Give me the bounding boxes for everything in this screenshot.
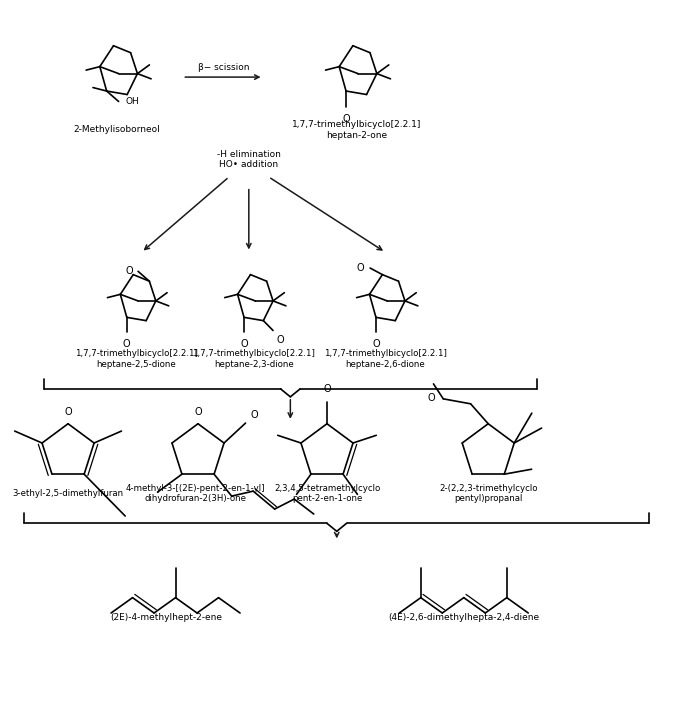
Text: 2,3,4,5-tetramethylcyclo
pent-2-en-1-one: 2,3,4,5-tetramethylcyclo pent-2-en-1-one xyxy=(274,484,380,503)
Text: β− scission: β− scission xyxy=(198,63,249,71)
Text: -H elimination
HO• addition: -H elimination HO• addition xyxy=(217,150,281,169)
Text: 3-ethyl-2,5-dimethylfuran: 3-ethyl-2,5-dimethylfuran xyxy=(12,489,123,498)
Text: O: O xyxy=(323,384,331,394)
Text: 1,7,7-trimethylbicyclo[2.2.1]
heptan-2-one: 1,7,7-trimethylbicyclo[2.2.1] heptan-2-o… xyxy=(292,120,421,140)
Text: O: O xyxy=(123,339,131,349)
Text: (4E)-2,6-dimethylhepta-2,4-diene: (4E)-2,6-dimethylhepta-2,4-diene xyxy=(388,613,539,623)
Text: O: O xyxy=(342,114,350,124)
Text: O: O xyxy=(372,339,379,349)
Text: 1,7,7-trimethylbicyclo[2.2.1]
heptane-2,3-dione: 1,7,7-trimethylbicyclo[2.2.1] heptane-2,… xyxy=(192,349,315,368)
Text: OH: OH xyxy=(125,97,139,106)
Text: 2-Methylisoborneol: 2-Methylisoborneol xyxy=(73,126,160,134)
Text: O: O xyxy=(357,263,364,273)
Text: O: O xyxy=(251,410,258,420)
Text: 4-methyl-3-[(2E)-pent-2-en-1-yl]
dihydrofuran-2(3H)-one: 4-methyl-3-[(2E)-pent-2-en-1-yl] dihydro… xyxy=(125,484,265,503)
Text: 1,7,7-trimethylbicyclo[2.2.1]
heptane-2,5-dione: 1,7,7-trimethylbicyclo[2.2.1] heptane-2,… xyxy=(75,349,198,368)
Text: 1,7,7-trimethylbicyclo[2.2.1]
heptane-2,6-dione: 1,7,7-trimethylbicyclo[2.2.1] heptane-2,… xyxy=(324,349,447,368)
Text: O: O xyxy=(195,407,202,417)
Text: O: O xyxy=(64,407,72,417)
Text: O: O xyxy=(277,336,284,346)
Text: (2E)-4-methylhept-2-ene: (2E)-4-methylhept-2-ene xyxy=(110,613,222,623)
Text: 2-(2,2,3-trimethylcyclo
pentyl)propanal: 2-(2,2,3-trimethylcyclo pentyl)propanal xyxy=(439,484,538,503)
Text: O: O xyxy=(428,393,436,403)
Text: O: O xyxy=(125,266,133,276)
Text: O: O xyxy=(240,339,248,349)
